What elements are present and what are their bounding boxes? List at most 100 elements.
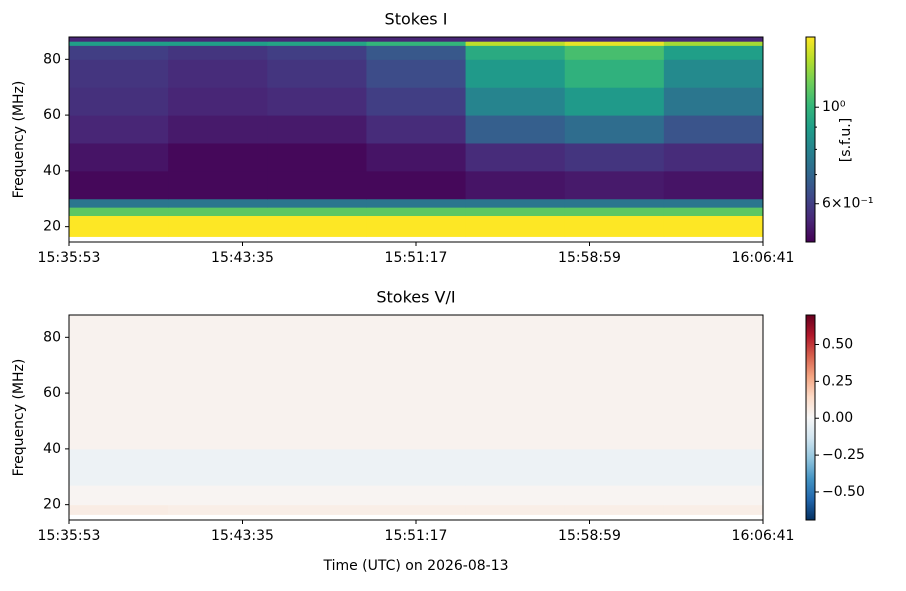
heatmap-cell (564, 142, 665, 172)
heatmap-cell (168, 59, 268, 88)
heatmap-cell (564, 198, 665, 208)
heatmap-cell (465, 215, 566, 237)
heatmap-cell (168, 198, 268, 208)
heatmap-cell (663, 115, 764, 144)
heatmap-cell (168, 315, 268, 450)
heatmap-cell (663, 504, 764, 515)
heatmap-cell (465, 448, 566, 486)
colorbar-tick-label: 0.50 (822, 336, 853, 352)
colorbar-tick-label: 10⁰ (822, 99, 846, 115)
heatmap-cell (564, 448, 665, 486)
y-axis-label: Frequency (MHz) (11, 359, 27, 477)
heatmap-cell (267, 207, 367, 217)
heatmap-cell (366, 170, 467, 200)
heatmap-cell (69, 41, 169, 46)
colorbar-tick-label: 6×10⁻¹ (822, 196, 873, 212)
heatmap-cell (366, 207, 467, 217)
heatmap-cell (366, 45, 467, 60)
colorbar (805, 36, 816, 243)
heatmap-cell (663, 170, 764, 200)
heatmap-cell (663, 41, 764, 46)
heatmap-cell (168, 170, 268, 200)
heatmap-cell (465, 45, 566, 60)
heatmap-cell (564, 59, 665, 88)
colorbar (805, 314, 816, 521)
heatmap-cell (267, 59, 367, 88)
heatmap-cell (663, 198, 764, 208)
heatmap-cell (168, 504, 268, 515)
heatmap-cell (168, 45, 268, 60)
heatmap-cell (366, 87, 467, 116)
colorbar-tick-label: 0.00 (822, 410, 853, 426)
heatmap-cell (69, 315, 169, 450)
heatmap-cell (465, 315, 566, 450)
heatmap-cell (564, 115, 665, 144)
x-tick-label: 15:35:53 (38, 528, 101, 544)
heatmap-cell (267, 504, 367, 515)
heatmap-cell (168, 115, 268, 144)
heatmap-cell (663, 448, 764, 486)
heatmap-cell (267, 215, 367, 237)
heatmap-cell (465, 207, 566, 217)
heatmap-cell (69, 59, 169, 88)
heatmap-cell (267, 87, 367, 116)
y-tick-label: 20 (43, 219, 61, 235)
heatmap-cell (69, 448, 169, 486)
heatmap-cell (663, 142, 764, 172)
y-tick-label: 60 (43, 107, 61, 123)
x-tick-label: 15:58:59 (558, 250, 621, 266)
heatmap-cell (267, 315, 367, 450)
colorbar-label: [s.f.u.] (838, 118, 854, 162)
heatmap-cell (69, 198, 169, 208)
heatmap-cell (465, 37, 566, 42)
heatmap-cell (366, 115, 467, 144)
x-axis-label: Time (UTC) on 2026-08-13 (322, 558, 508, 574)
heatmap-cell (69, 87, 169, 116)
heatmap-cell (465, 41, 566, 46)
heatmap-cell (465, 59, 566, 88)
panel-title: Stokes I (385, 10, 448, 29)
heatmap-cell (663, 215, 764, 237)
panel-title: Stokes V/I (376, 288, 455, 307)
heatmap-cell (564, 207, 665, 217)
heatmap-cell (168, 448, 268, 486)
x-tick-label: 15:35:53 (38, 250, 101, 266)
heatmap-cell (663, 485, 764, 506)
heatmap-cell (465, 504, 566, 515)
heatmap-cell (465, 115, 566, 144)
heatmap-cell (366, 485, 467, 506)
heatmap-cell (267, 142, 367, 172)
heatmap-cell (267, 115, 367, 144)
y-tick-label: 40 (43, 441, 61, 457)
y-tick-label: 80 (43, 51, 61, 67)
heatmap-cell (267, 170, 367, 200)
heatmap-cell (564, 45, 665, 60)
heatmap-cell (366, 448, 467, 486)
y-tick-label: 40 (43, 163, 61, 179)
heatmap-cell (267, 41, 367, 46)
heatmap-cell (267, 448, 367, 486)
heatmap-cell (168, 207, 268, 217)
heatmap-cell (564, 87, 665, 116)
heatmap-cell (69, 170, 169, 200)
heatmap-cell (564, 504, 665, 515)
x-tick-label: 16:06:41 (732, 250, 795, 266)
heatmap-cell (69, 142, 169, 172)
heatmap-cell (663, 59, 764, 88)
heatmap-cell (366, 215, 467, 237)
heatmap-cell (69, 485, 169, 506)
heatmap-cell (663, 37, 764, 42)
heatmap-cell (69, 45, 169, 60)
heatmap-cell (366, 315, 467, 450)
heatmap-cell (69, 115, 169, 144)
heatmap-cell (465, 198, 566, 208)
heatmap-cell (69, 37, 169, 42)
heatmap-cell (366, 142, 467, 172)
heatmap-cell (267, 37, 367, 42)
heatmap-cell (366, 504, 467, 515)
heatmap-cell (267, 485, 367, 506)
heatmap-cell (366, 41, 467, 46)
y-tick-label: 80 (43, 329, 61, 345)
